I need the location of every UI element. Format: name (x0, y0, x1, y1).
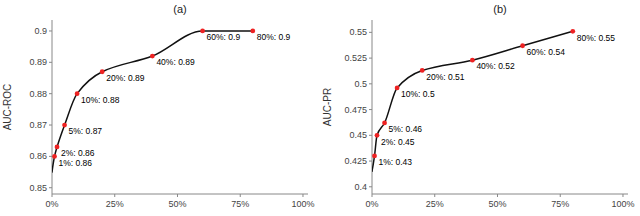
data-point (375, 133, 380, 138)
data-point (372, 154, 377, 159)
data-point (520, 43, 525, 48)
y-tick-label: 0.45 (349, 130, 367, 140)
y-tick-label: 0.85 (29, 183, 47, 193)
data-label: 80%: 0.55 (577, 33, 616, 43)
x-tick-label: 75% (551, 199, 569, 209)
data-label: 2%: 0.45 (381, 137, 415, 147)
data-label: 40%: 0.52 (476, 61, 515, 71)
data-label: 40%: 0.89 (156, 57, 195, 67)
y-tick (369, 135, 372, 136)
y-tick (49, 125, 52, 126)
x-axis-line (52, 194, 308, 195)
data-label: 5%: 0.46 (389, 124, 423, 134)
data-point (200, 29, 205, 34)
plot-area (372, 29, 575, 171)
x-tick-label: 25% (426, 199, 444, 209)
data-label: 20%: 0.89 (106, 73, 145, 83)
data-point (570, 29, 575, 34)
x-tick (240, 194, 241, 197)
data-label: 10%: 0.5 (401, 89, 435, 99)
x-tick-label: 50% (488, 199, 506, 209)
y-tick (49, 93, 52, 94)
x-tick-label: 25% (106, 199, 124, 209)
y-tick-label: 0.9 (34, 26, 47, 36)
x-tick-label: 75% (231, 199, 249, 209)
data-label: 60%: 0.54 (527, 47, 566, 57)
y-tick (49, 30, 52, 31)
data-point (75, 91, 80, 96)
x-tick (52, 194, 53, 197)
chart-title: (a) (173, 3, 186, 15)
y-tick (369, 109, 372, 110)
x-tick-label: 0% (45, 199, 58, 209)
x-tick (114, 194, 115, 197)
line-series (372, 31, 573, 171)
x-tick (497, 194, 498, 197)
x-tick (302, 194, 303, 197)
plot-area (52, 29, 255, 172)
y-axis-label: AUC-ROC (2, 84, 13, 131)
x-tick-label: 0% (365, 199, 378, 209)
x-tick (434, 194, 435, 197)
y-tick (49, 156, 52, 157)
data-label: 1%: 0.86 (59, 158, 93, 168)
y-tick (369, 186, 372, 187)
x-tick (177, 194, 178, 197)
y-tick (369, 32, 372, 33)
data-label: 80%: 0.9 (257, 32, 291, 42)
panel: (b) AUC-PR 0.4 0.425 0.45 0.475 0.5 0.525 0.55 0%… (322, 3, 634, 209)
y-tick-label: 0.55 (349, 27, 367, 37)
x-tick (622, 194, 623, 197)
data-point (150, 54, 155, 59)
data-point (62, 123, 67, 128)
x-tick (560, 194, 561, 197)
y-tick-label: 0.89 (29, 57, 47, 67)
data-label: 5%: 0.87 (69, 126, 103, 136)
y-tick-label: 0.475 (344, 105, 367, 115)
data-point (420, 68, 425, 73)
data-point (52, 154, 57, 159)
data-point (55, 145, 60, 150)
chart-title: (b) (493, 3, 506, 15)
y-tick-label: 0.4 (354, 182, 367, 192)
y-tick-label: 0.525 (344, 53, 367, 63)
y-tick-label: 0.5 (354, 79, 367, 89)
data-point (395, 86, 400, 91)
y-tick (369, 161, 372, 162)
y-tick-label: 0.86 (29, 151, 47, 161)
data-point (250, 29, 255, 34)
y-tick (49, 62, 52, 63)
panel: (a) AUC-ROC 0.85 0.86 0.87 0.88 0.89 0.9 0% 25% 50… (2, 3, 314, 209)
y-tick-label: 0.88 (29, 89, 47, 99)
data-label: 1%: 0.43 (379, 157, 413, 167)
y-axis-label: AUC-PR (322, 88, 333, 126)
y-tick-label: 0.425 (344, 156, 367, 166)
data-label: 10%: 0.88 (81, 95, 120, 105)
data-point (470, 58, 475, 63)
x-axis-line (372, 194, 628, 195)
data-point (100, 69, 105, 74)
line-series (52, 31, 253, 172)
x-tick (372, 194, 373, 197)
x-tick-label: 100% (291, 199, 314, 209)
y-tick (49, 187, 52, 188)
chart-canvas: (a) AUC-ROC 0.85 0.86 0.87 0.88 0.89 0.9 0% 25% 50… (0, 0, 640, 216)
data-label: 20%: 0.51 (426, 72, 465, 82)
x-tick-label: 100% (611, 199, 634, 209)
y-tick-label: 0.87 (29, 120, 47, 130)
data-label: 2%: 0.86 (61, 148, 95, 158)
y-tick (369, 58, 372, 59)
data-label: 60%: 0.9 (207, 32, 241, 42)
data-point (382, 121, 387, 126)
y-tick (369, 83, 372, 84)
x-tick-label: 50% (168, 199, 186, 209)
